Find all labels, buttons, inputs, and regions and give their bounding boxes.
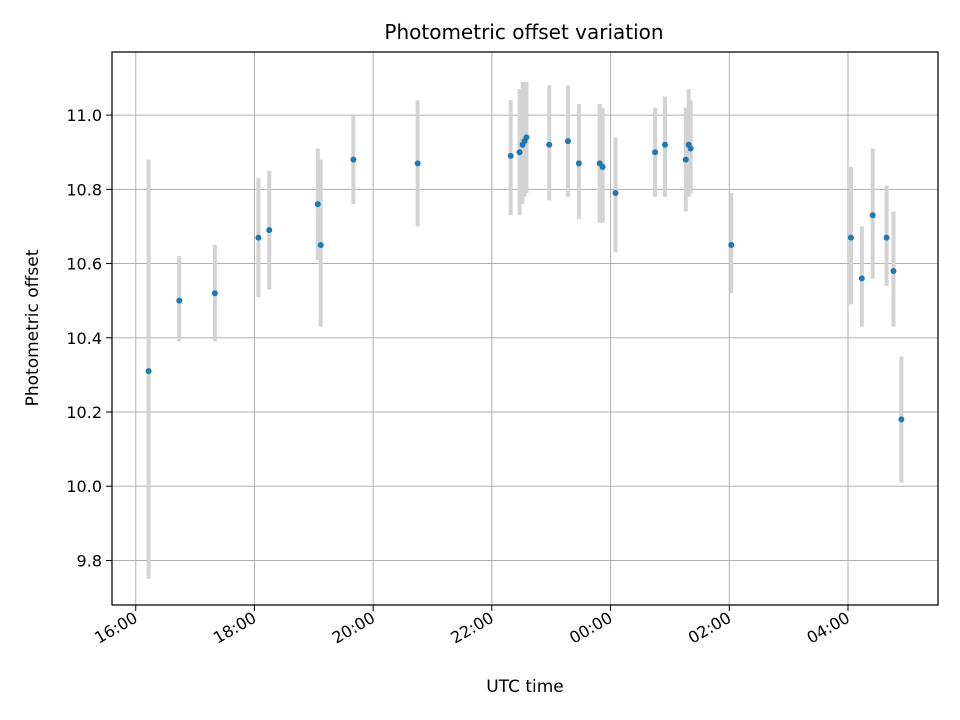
data-point xyxy=(255,234,262,241)
data-point xyxy=(507,152,514,159)
data-point xyxy=(883,234,890,241)
data-point xyxy=(682,156,689,163)
x-tick-label: 16:00 xyxy=(91,608,140,648)
data-point xyxy=(145,368,152,375)
y-tick-label: 10.6 xyxy=(66,255,102,274)
plot-frame xyxy=(111,51,939,606)
error-bars xyxy=(146,81,904,580)
data-point xyxy=(661,141,668,148)
x-tick-label: 20:00 xyxy=(329,608,378,648)
y-axis-label: Photometric offset xyxy=(23,249,43,406)
data-point xyxy=(266,227,273,234)
x-axis-label: UTC time xyxy=(486,677,564,697)
data-point xyxy=(523,134,530,141)
y-tick-label: 10.4 xyxy=(66,329,102,348)
data-point xyxy=(516,149,523,156)
data-point xyxy=(350,156,357,163)
chart-title: Photometric offset variation xyxy=(384,20,663,44)
data-point xyxy=(687,145,694,152)
y-tick-label: 10.2 xyxy=(66,403,102,422)
data-point xyxy=(211,290,218,297)
data-point xyxy=(546,141,553,148)
y-tick-label: 10.8 xyxy=(66,180,102,199)
y-tick-label: 9.8 xyxy=(77,551,102,570)
data-point xyxy=(869,212,876,219)
y-tick-label: 11.0 xyxy=(66,106,102,125)
data-point xyxy=(565,138,572,145)
data-point xyxy=(599,164,606,171)
data-point xyxy=(176,297,183,304)
x-tick-label: 18:00 xyxy=(210,608,259,648)
data-point xyxy=(847,234,854,241)
data-point xyxy=(317,241,324,248)
x-tick-label: 02:00 xyxy=(685,608,734,648)
y-tick-label: 10.0 xyxy=(66,477,102,496)
data-point xyxy=(652,149,659,156)
x-tick-label: 22:00 xyxy=(447,608,496,648)
axis-ticks: 16:00 18:00 20:00 22:00 00:00 02:00 04:00 9.8 10… xyxy=(66,106,853,647)
data-point xyxy=(728,241,735,248)
data-point xyxy=(890,267,897,274)
data-point xyxy=(612,190,619,197)
x-tick-label: 04:00 xyxy=(804,608,853,648)
x-tick-label: 00:00 xyxy=(566,608,615,648)
data-point xyxy=(575,160,582,167)
data-point xyxy=(898,416,905,423)
data-point xyxy=(858,275,865,282)
data-points xyxy=(145,134,905,423)
data-point xyxy=(314,201,321,208)
data-point xyxy=(414,160,421,167)
